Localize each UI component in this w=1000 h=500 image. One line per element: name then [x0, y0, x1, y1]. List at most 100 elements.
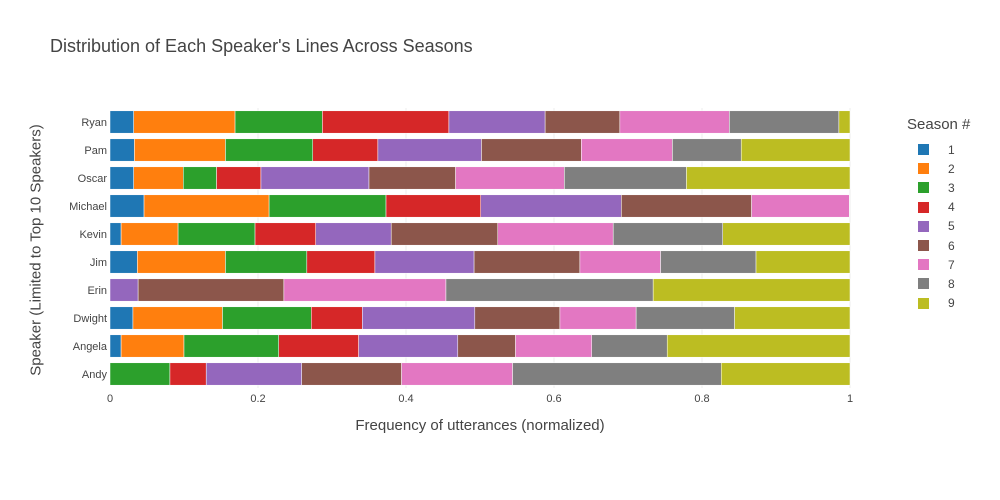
- bar-segment: [390, 222, 499, 246]
- bar-segment: [686, 166, 851, 190]
- bar-segment: [109, 362, 171, 386]
- x-tick-label: 0.6: [546, 393, 561, 405]
- y-tick-label: Angela: [73, 341, 108, 353]
- bar-segment: [109, 222, 122, 246]
- bar-segment: [544, 110, 621, 134]
- legend-swatch: [918, 278, 929, 290]
- bar-segment: [838, 110, 851, 134]
- legend-label: 2: [948, 161, 955, 176]
- legend-item[interactable]: 8: [900, 274, 970, 293]
- bar-segment: [621, 194, 752, 218]
- chart-title: Distribution of Each Speaker's Lines Acr…: [50, 36, 473, 56]
- legend-label: 7: [948, 257, 955, 272]
- legend-title: Season #: [907, 116, 971, 133]
- bar-segment: [740, 138, 851, 162]
- bar-segment: [120, 222, 179, 246]
- bar-segment: [234, 110, 323, 134]
- bar-segment: [205, 362, 302, 386]
- legend-label: 1: [948, 142, 955, 157]
- legend-items: 1 2 3 4 5 6 7 8 9: [900, 140, 970, 313]
- bar-segment: [109, 250, 138, 274]
- legend-label: 6: [948, 238, 955, 253]
- bar-segment: [377, 138, 482, 162]
- bar-segment: [322, 110, 450, 134]
- legend-swatch: [918, 297, 929, 309]
- bar-segment: [368, 166, 456, 190]
- bar-segment: [612, 222, 723, 246]
- bar-segment: [311, 306, 363, 330]
- bar-segment: [734, 306, 851, 330]
- bar-segment: [133, 110, 236, 134]
- legend-item[interactable]: 4: [900, 198, 970, 217]
- bar-segment: [581, 138, 673, 162]
- bar-segment: [591, 334, 668, 358]
- bar-segment: [455, 166, 565, 190]
- legend-swatch: [918, 182, 929, 194]
- bar-segment: [374, 250, 475, 274]
- bar-segment: [225, 250, 308, 274]
- y-tick-label: Kevin: [79, 229, 107, 241]
- y-tick-label: Oscar: [78, 173, 108, 185]
- legend-swatch: [918, 259, 929, 271]
- bar-segment: [222, 306, 312, 330]
- y-tick-label: Ryan: [81, 117, 107, 129]
- bar-segment: [109, 334, 122, 358]
- bar-segment: [358, 334, 459, 358]
- bar-segment: [445, 278, 654, 302]
- bar-segment: [177, 222, 256, 246]
- bar-segment: [312, 138, 379, 162]
- x-tick-label: 0: [107, 393, 113, 405]
- y-tick-label: Jim: [90, 257, 107, 269]
- legend: Season # 1 2 3 4 5 6 7 8 9: [900, 116, 970, 313]
- legend-item[interactable]: 7: [900, 255, 970, 274]
- bar-segment: [652, 278, 851, 302]
- legend-label: 9: [948, 296, 955, 311]
- legend-label: 3: [948, 180, 955, 195]
- y-tick-label: Erin: [87, 285, 107, 297]
- bar-segment: [729, 110, 840, 134]
- y-tick-label: Michael: [69, 201, 107, 213]
- legend-item[interactable]: 5: [900, 217, 970, 236]
- bars: [109, 110, 851, 386]
- bar-segment: [254, 222, 316, 246]
- legend-swatch: [918, 163, 929, 175]
- bar-segment: [666, 334, 851, 358]
- bar-segment: [497, 222, 614, 246]
- bar-segment: [109, 138, 135, 162]
- bar-segment: [315, 222, 392, 246]
- bar-segment: [260, 166, 370, 190]
- bar-segment: [109, 306, 134, 330]
- legend-swatch: [918, 240, 929, 252]
- bar-segment: [755, 250, 851, 274]
- bar-segment: [183, 334, 279, 358]
- x-tick-labels: 0 0.2 0.4 0.6 0.8 1: [107, 393, 853, 405]
- bar-segment: [109, 166, 134, 190]
- bar-segment: [722, 222, 851, 246]
- bar-segment: [109, 278, 139, 302]
- legend-item[interactable]: 3: [900, 178, 970, 197]
- bar-segment: [448, 110, 546, 134]
- bar-segment: [473, 250, 581, 274]
- bar-segment: [120, 334, 185, 358]
- bar-segment: [268, 194, 387, 218]
- bar-segment: [143, 194, 270, 218]
- x-tick-label: 0.8: [694, 393, 709, 405]
- bar-segment: [579, 250, 661, 274]
- bar-segment: [225, 138, 314, 162]
- bar-segment: [619, 110, 730, 134]
- bar-segment: [564, 166, 687, 190]
- bar-segment: [183, 166, 217, 190]
- bar-segment: [481, 138, 582, 162]
- legend-item[interactable]: 1: [900, 140, 970, 159]
- x-axis-label: Frequency of utterances (normalized): [355, 417, 605, 434]
- x-tick-label: 0.2: [250, 393, 265, 405]
- legend-item[interactable]: 2: [900, 159, 970, 178]
- legend-item[interactable]: 6: [900, 236, 970, 255]
- legend-item[interactable]: 9: [900, 294, 970, 313]
- legend-swatch: [918, 220, 929, 232]
- bar-segment: [137, 250, 226, 274]
- bar-segment: [134, 138, 226, 162]
- bar-segment: [474, 306, 561, 330]
- bar-segment: [216, 166, 262, 190]
